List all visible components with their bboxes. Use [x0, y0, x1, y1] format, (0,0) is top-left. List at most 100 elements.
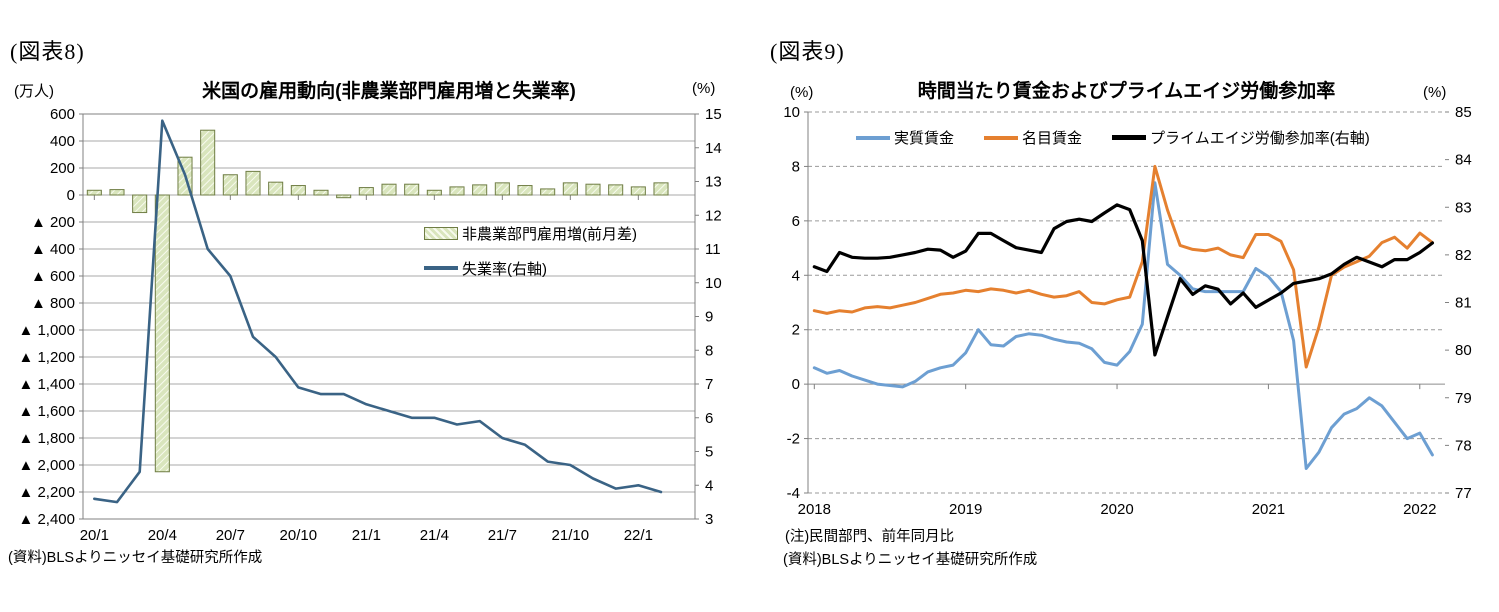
left-axis-tick-label: 400 — [50, 133, 75, 150]
figure8-panel: (図表8) 米国の雇用動向(非農業部門雇用増と失業率) (万人) (%) 600… — [8, 39, 722, 566]
left-axis-tick-label: 4 — [792, 267, 800, 284]
payroll-bar — [517, 185, 533, 196]
x-axis-tick-label: 2022 — [1403, 501, 1436, 518]
left-axis-tick-label: 0 — [67, 187, 75, 204]
payroll-bar — [494, 182, 510, 196]
x-axis-tick-label: 21/1 — [352, 527, 381, 544]
x-axis-tick-label: 20/7 — [216, 527, 245, 544]
payroll-bar — [132, 194, 148, 214]
x-axis-tick-label: 20/4 — [148, 527, 177, 544]
left-axis-tick-label: 200 — [50, 160, 75, 177]
left-axis-tick-label: ▲ 2,000 — [18, 457, 75, 474]
figure8-right-axis-unit: (%) — [692, 80, 716, 97]
left-axis-tick-label: ▲ 1,000 — [18, 322, 75, 339]
legend-label-real-wage: 実質賃金 — [894, 130, 955, 147]
left-axis-tick-label: -2 — [787, 431, 800, 448]
left-axis-tick-label: 600 — [50, 106, 75, 123]
legend-label-nominal-wage: 名目賃金 — [1022, 130, 1083, 147]
left-axis-tick-label: ▲ 2,400 — [18, 511, 75, 528]
x-axis-tick-label: 22/1 — [624, 527, 653, 544]
plot-border — [82, 113, 696, 520]
orange-line-swatch-icon — [984, 135, 1019, 140]
right-axis-tick-label: 11 — [705, 241, 721, 258]
payroll-bar — [268, 181, 284, 196]
payroll-bar — [472, 184, 488, 196]
payroll-bar — [200, 129, 216, 196]
right-axis-tick-label: 9 — [705, 309, 713, 326]
legend-item-unemployment: 失業率(右軸) — [424, 256, 637, 280]
figure9-tag: (図表9) — [770, 39, 845, 64]
blue-line-swatch-icon — [856, 135, 890, 140]
payroll-bar — [358, 187, 374, 196]
right-axis-tick-label: 8 — [705, 342, 713, 359]
x-axis-tick-label: 2018 — [798, 501, 831, 518]
payroll-bar — [154, 194, 170, 473]
right-axis-tick-label: 83 — [1455, 199, 1472, 216]
x-axis-tick-label: 21/7 — [488, 527, 517, 544]
figure9-left-axis-unit: (%) — [790, 84, 814, 101]
x-axis-tick-label: 21/4 — [420, 527, 449, 544]
left-axis-tick-label: 10 — [783, 104, 800, 121]
legend-label-unemployment: 失業率(右軸) — [462, 260, 547, 278]
left-axis-tick-label: 8 — [792, 158, 800, 175]
series-line — [812, 203, 1435, 357]
right-axis-tick-label: 78 — [1455, 437, 1472, 454]
payroll-bar — [109, 189, 125, 196]
right-axis-tick-label: 82 — [1455, 247, 1472, 264]
right-axis-tick-label: 77 — [1455, 485, 1472, 502]
x-axis-tick-label: 2020 — [1100, 501, 1133, 518]
payroll-bar — [381, 183, 397, 196]
payroll-bar — [540, 188, 556, 196]
left-axis-tick-label: ▲ 600 — [31, 268, 75, 285]
x-axis-tick-label: 21/10 — [552, 527, 590, 544]
figure9-legend: 実質賃金 名目賃金 プライムエイジ労働参加率(右軸) — [856, 127, 1370, 148]
figure9-panel: (図表9) 時間当たり賃金およびプライムエイジ労働参加率 (%) (%) 10 8… — [760, 0, 1499, 612]
figure8-left-axis-unit: (万人) — [14, 83, 54, 100]
right-axis-tick-label: 3 — [705, 511, 713, 528]
x-axis-tick-label: 2019 — [949, 501, 982, 518]
payroll-bar — [426, 189, 442, 196]
right-axis-tick-label: 84 — [1455, 152, 1472, 169]
left-axis-tick-label: ▲ 1,600 — [18, 403, 75, 420]
payroll-bar — [313, 189, 329, 196]
right-axis-tick-label: 5 — [705, 444, 713, 461]
x-axis-tick-label: 2021 — [1252, 501, 1285, 518]
right-axis-tick-label: 4 — [705, 477, 713, 494]
figure8-chart-title: 米国の雇用動向(非農業部門雇用増と失業率) — [202, 81, 576, 102]
payroll-bar — [585, 183, 601, 196]
figure8-source-note: (資料)BLSよりニッセイ基礎研究所作成 — [8, 550, 263, 566]
legend-item-payrolls: 非農業部門雇用増(前月差) — [424, 221, 637, 245]
series-line — [93, 119, 663, 504]
right-axis-tick-label: 7 — [705, 376, 713, 393]
series-line — [812, 181, 1434, 470]
employment-chart: 600 400 200 0 ▲ 200 ▲ 400 ▲ 600 ▲ 800 ▲ 1,000 ▲ 1… — [18, 106, 722, 544]
wages-participation-chart: 10 8 6 4 2 0 -2 -4 85 84 83 82 81 80 79 78 77 2018 2019 202… — [783, 104, 1472, 518]
right-axis-tick-label: 12 — [705, 207, 722, 224]
legend-item-nominal-wage: 名目賃金 — [984, 127, 1082, 148]
payroll-bar — [86, 189, 102, 196]
black-line-swatch-icon — [1112, 135, 1147, 140]
left-axis-tick-label: 2 — [792, 322, 800, 339]
payroll-bar — [404, 183, 420, 196]
figure8-tag: (図表8) — [10, 39, 85, 64]
right-axis-tick-label: 85 — [1455, 104, 1472, 121]
payroll-bar — [449, 186, 465, 196]
left-axis-tick-label: ▲ 1,200 — [18, 349, 75, 366]
left-axis-tick-label: ▲ 1,400 — [18, 376, 75, 393]
payroll-bar — [336, 194, 352, 199]
line-swatch-icon — [424, 266, 458, 270]
payroll-bar — [653, 182, 669, 196]
right-axis-tick-label: 14 — [705, 140, 722, 157]
right-axis-tick-label: 79 — [1455, 390, 1472, 407]
right-axis-tick-label: 13 — [705, 174, 722, 191]
hatched-bar-swatch-icon — [424, 226, 458, 240]
figure8-legend: 非農業部門雇用増(前月差) 失業率(右軸) — [424, 221, 637, 291]
figure9-note: (注)民間部門、前年同月比 — [785, 529, 955, 545]
payroll-bar — [245, 170, 261, 196]
payroll-bar — [608, 184, 624, 196]
payroll-bar — [290, 185, 306, 196]
payroll-bar — [222, 174, 238, 196]
legend-label-participation: プライムエイジ労働参加率(右軸) — [1150, 130, 1370, 147]
figure9-chart-title: 時間当たり賃金およびプライムエイジ労働参加率 — [917, 81, 1336, 102]
